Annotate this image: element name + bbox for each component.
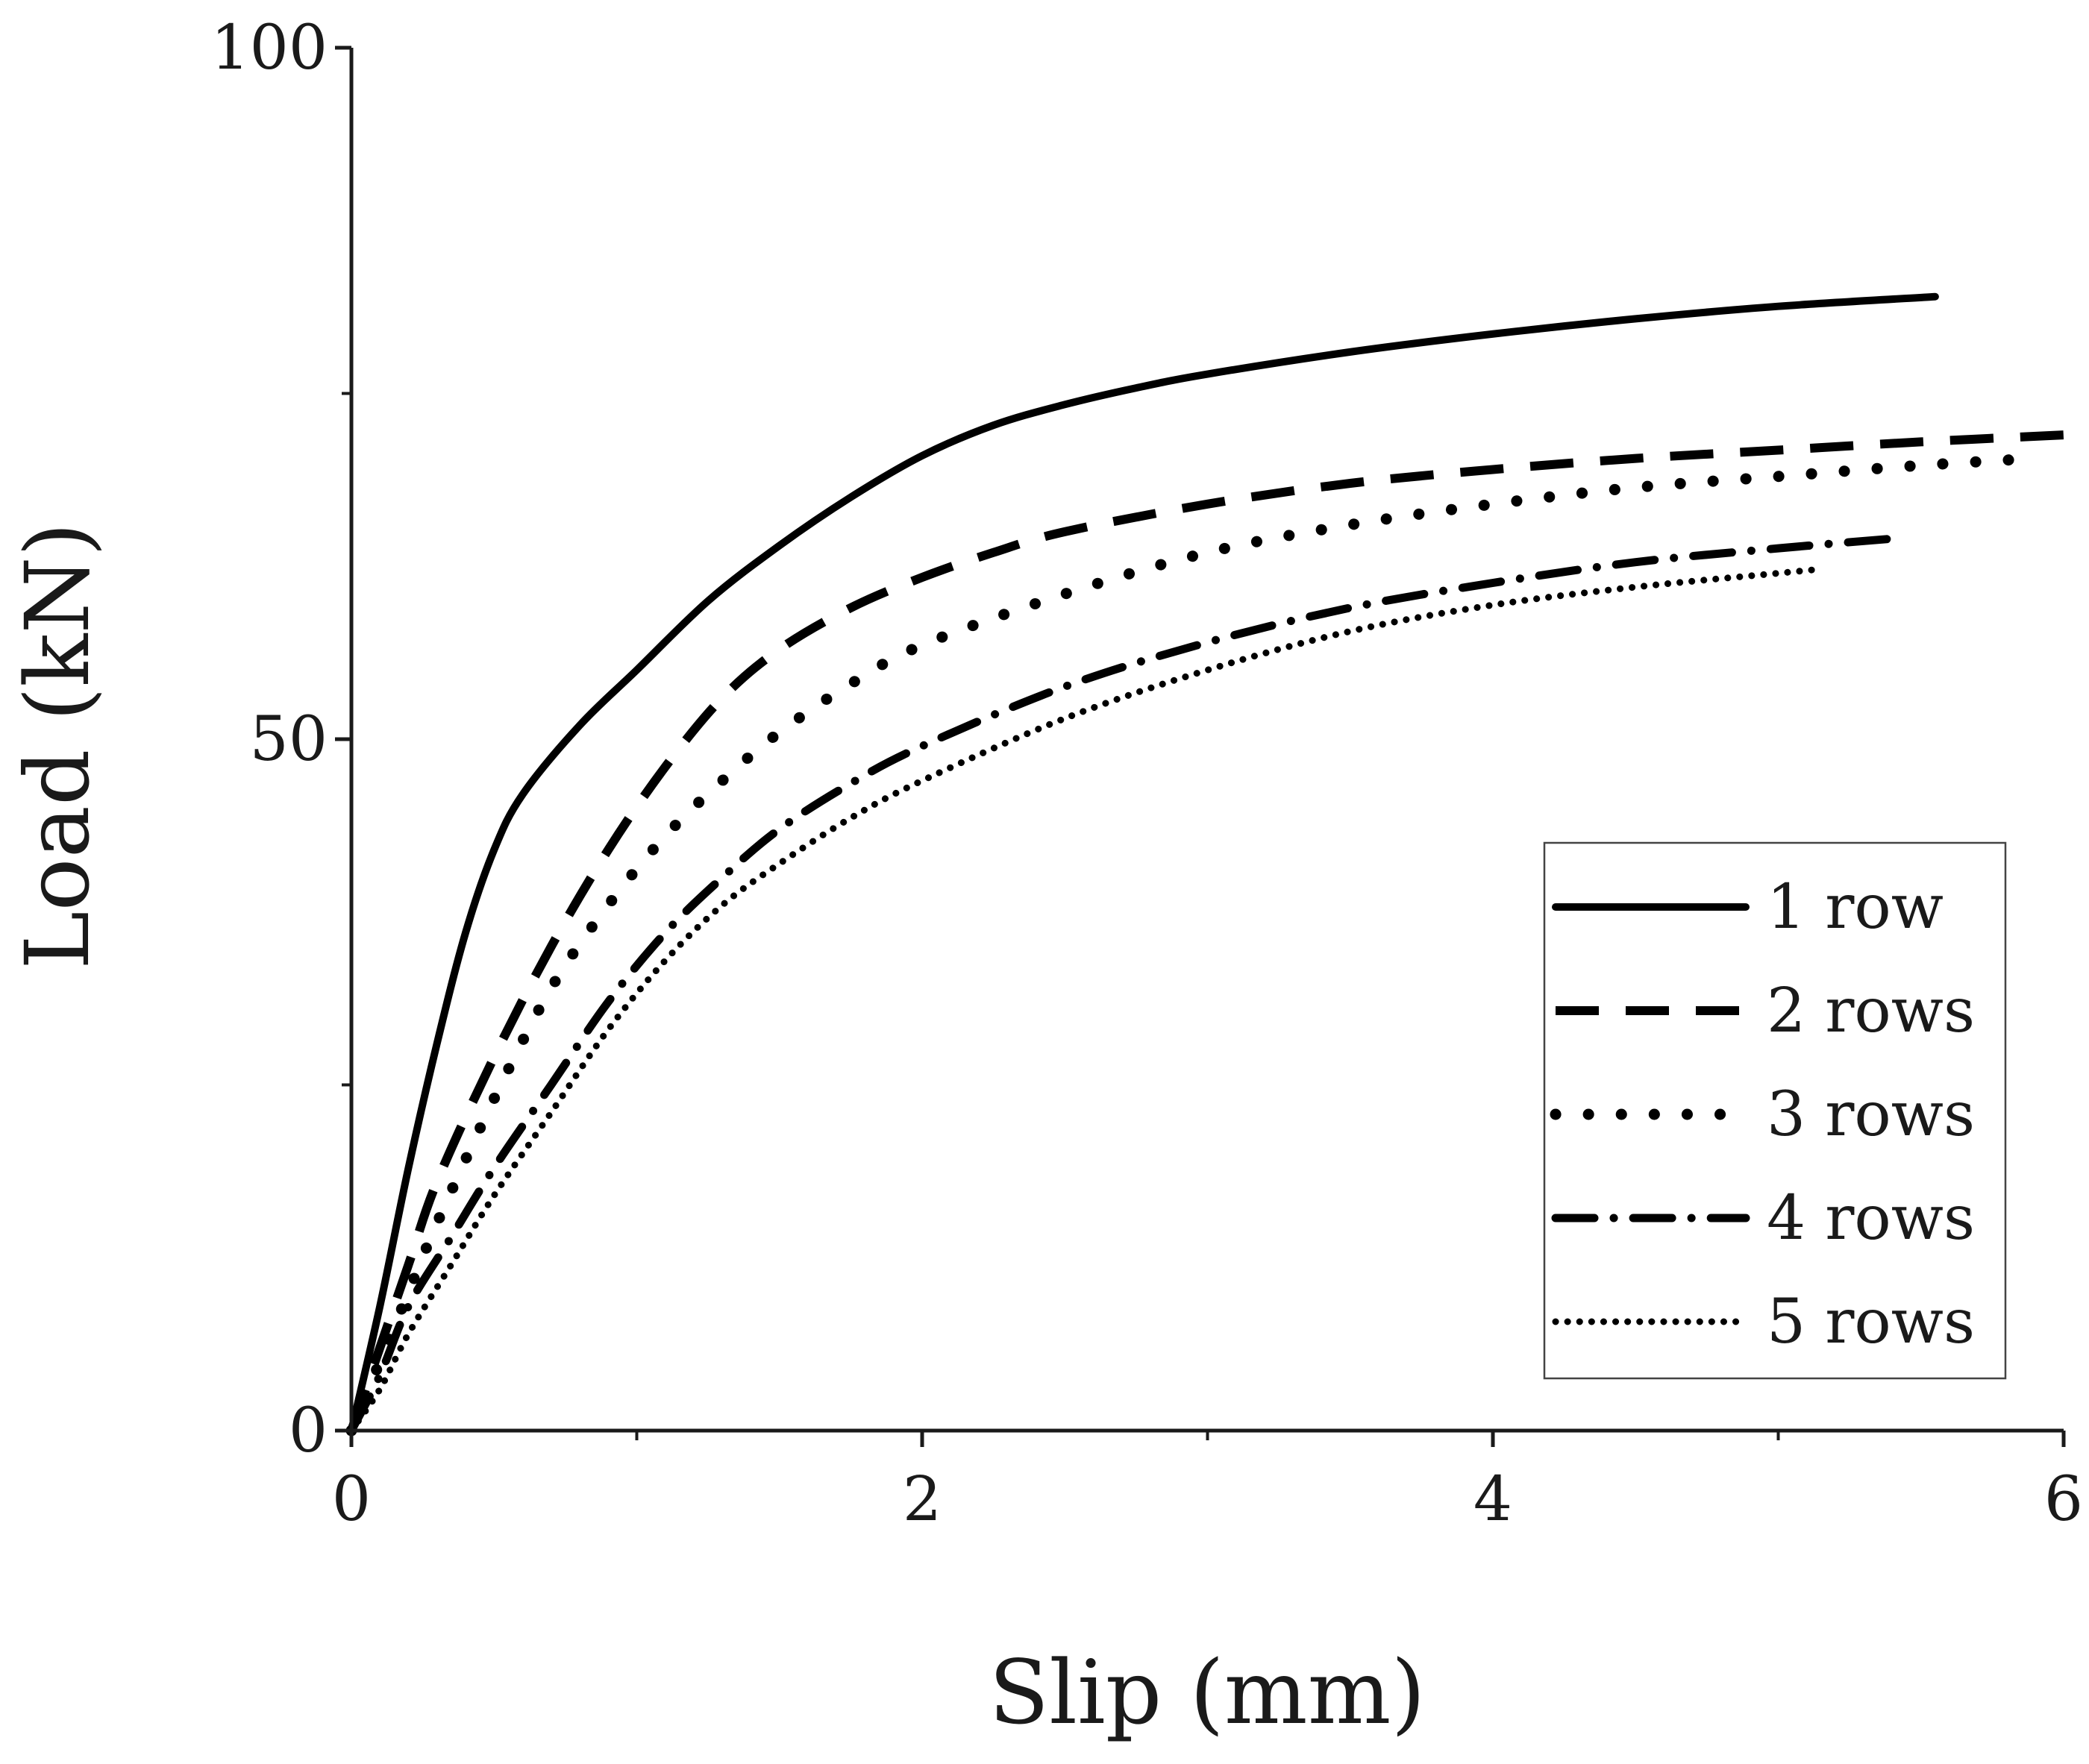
legend-item-1-row: 1 row: [1552, 872, 1944, 943]
legend-label: 2 rows: [1767, 976, 1975, 1046]
x-tick-label: 4: [1473, 1464, 1512, 1535]
legend-label: 1 row: [1767, 872, 1944, 943]
y-axis-title: Load (kN): [6, 522, 109, 970]
y-tick-label: 100: [210, 13, 328, 84]
series-layer: [345, 292, 2064, 1437]
legend-item-3-rows: 3 rows: [1550, 1079, 1975, 1150]
series-line-2-rows: [347, 430, 2064, 1432]
x-tick-label: 2: [903, 1464, 942, 1535]
legend-label: 5 rows: [1767, 1287, 1975, 1357]
legend-items: 1 row 2 rows 3 rows 4 rows 5 rows: [1550, 872, 1975, 1357]
legend-item-2-rows: 2 rows: [1556, 976, 1975, 1046]
series-line-5-rows: [348, 565, 1825, 1434]
legend-item-4-rows: 4 rows: [1551, 1183, 1975, 1254]
legend-item-5-rows: 5 rows: [1552, 1287, 1975, 1357]
x-axis-title: Slip (mm): [989, 1641, 1425, 1744]
x-tick-label: 6: [2044, 1464, 2083, 1535]
legend-label: 3 rows: [1767, 1079, 1975, 1150]
x-tick-label: 0: [332, 1464, 371, 1535]
series-line-1-row: [348, 292, 1939, 1434]
y-tick-label: 0: [289, 1396, 328, 1466]
series-line-4-rows: [347, 534, 1897, 1435]
legend-label: 4 rows: [1767, 1183, 1975, 1254]
ticks: 0 2 4 6 0 50 100: [210, 13, 2083, 1535]
legend: 1 row 2 rows 3 rows 4 rows 5 rows: [1543, 841, 2007, 1380]
y-tick-label: 50: [250, 704, 328, 775]
